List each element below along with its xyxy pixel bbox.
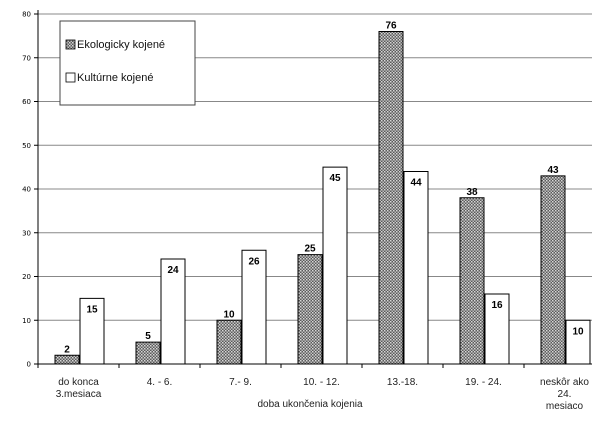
data-label: 5 xyxy=(145,331,151,342)
data-label: 10 xyxy=(572,326,584,337)
y-tick-label: 20 xyxy=(22,273,31,281)
legend-box xyxy=(59,20,196,106)
y-tick-label: 50 xyxy=(22,142,31,150)
bar-kulturne xyxy=(241,249,267,365)
legend-swatch-ekologicky xyxy=(65,39,76,50)
bar-kulturne xyxy=(322,166,348,365)
bar-ekologicky xyxy=(459,197,485,365)
x-tick-label: neskôr ako xyxy=(540,377,589,388)
x-tick-label: do konca xyxy=(58,377,99,388)
data-label: 43 xyxy=(547,165,559,176)
bar-kulturne xyxy=(160,258,186,365)
bar-ekologicky xyxy=(54,354,80,365)
x-axis-label: doba ukončenia kojenia xyxy=(257,399,363,410)
data-label: 24 xyxy=(167,265,179,276)
data-label: 44 xyxy=(410,178,422,189)
bar-kulturne xyxy=(403,171,429,365)
x-tick-label: 7.- 9. xyxy=(229,377,252,388)
y-tick-label: 40 xyxy=(22,186,31,194)
data-label: 16 xyxy=(491,300,503,311)
y-tick-label: 70 xyxy=(22,54,31,62)
x-tick-label: 10. - 12. xyxy=(303,377,340,388)
bar-ekologicky xyxy=(297,254,323,365)
x-tick-label: 3.mesiaca xyxy=(56,389,102,400)
data-label: 45 xyxy=(329,173,341,184)
y-tick-label: 10 xyxy=(22,317,31,325)
y-tick-label: 0 xyxy=(27,361,31,369)
bar-kulturne xyxy=(484,293,510,365)
x-tick-label: 24. xyxy=(558,389,572,400)
y-tick-label: 30 xyxy=(22,229,31,237)
bar-kulturne xyxy=(79,297,105,365)
legend-label-ekologicky: Ekologicky kojené xyxy=(77,39,165,51)
y-tick-label: 80 xyxy=(22,11,31,19)
data-label: 15 xyxy=(86,304,98,315)
bar-ekologicky xyxy=(378,31,404,365)
bars xyxy=(54,31,591,365)
x-tick-label: 19. - 24. xyxy=(465,377,502,388)
data-label: 25 xyxy=(304,244,316,255)
x-tick-label: 4. - 6. xyxy=(147,377,173,388)
x-tick-label: mesiaco xyxy=(546,401,584,412)
y-tick-label: 60 xyxy=(22,98,31,106)
bar-ekologicky xyxy=(216,319,242,365)
legend-label-kulturne: Kultúrne kojené xyxy=(77,72,153,84)
data-label: 76 xyxy=(385,21,397,32)
data-label: 26 xyxy=(248,256,260,267)
bar-kulturne xyxy=(565,319,591,365)
legend-swatch-kulturne xyxy=(65,72,76,83)
legend: Ekologicky kojené Kultúrne kojené xyxy=(59,20,196,106)
data-label: 38 xyxy=(466,187,478,198)
x-tick-label: 13.-18. xyxy=(387,377,418,388)
data-label: 2 xyxy=(64,344,70,355)
data-label: 10 xyxy=(223,309,235,320)
bar-ekologicky xyxy=(540,175,566,365)
bar-ekologicky xyxy=(135,341,161,365)
